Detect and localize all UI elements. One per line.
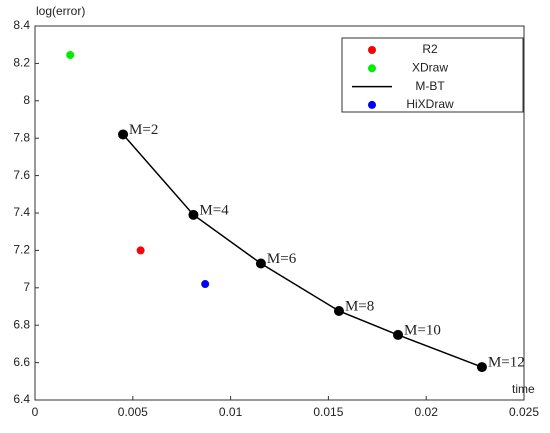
y-tick-label: 7.4 — [13, 205, 30, 219]
x-tick-label: 0.025 — [509, 405, 539, 419]
point — [476, 362, 487, 373]
point — [66, 50, 75, 59]
point-label: M=6 — [267, 251, 297, 267]
legend-marker — [368, 64, 376, 73]
point-label: M=2 — [129, 122, 158, 138]
y-axis-label: log(error) — [36, 4, 85, 18]
y-tick-label: 7 — [23, 280, 30, 294]
y-tick-label: 6.6 — [13, 355, 30, 369]
legend-marker — [368, 100, 376, 109]
point — [188, 209, 199, 220]
point — [136, 246, 145, 255]
x-tick-label: 0.005 — [118, 405, 148, 419]
x-tick-label: 0.01 — [219, 405, 243, 419]
y-tick-label: 6.4 — [13, 392, 30, 406]
point — [255, 258, 266, 269]
x-tick-label: 0.02 — [415, 405, 439, 419]
legend-label: HiXDraw — [406, 97, 454, 111]
x-tick-label: 0 — [32, 405, 39, 419]
x-tick-label: 0.015 — [313, 405, 343, 419]
point — [393, 329, 404, 340]
legend-label: XDraw — [412, 60, 448, 74]
y-tick-label: 7.8 — [13, 130, 30, 144]
legend-marker — [368, 46, 376, 54]
y-tick-label: 6.8 — [13, 317, 30, 331]
point-label: M=10 — [404, 322, 441, 338]
point-label: M=12 — [488, 355, 525, 371]
y-tick-label: 8 — [23, 93, 30, 107]
legend-label: R2 — [422, 42, 438, 56]
point — [118, 129, 129, 140]
y-tick-label: 8.2 — [13, 56, 30, 70]
point — [333, 305, 344, 316]
legend-label: M-BT — [415, 79, 445, 93]
point-label: M=4 — [199, 202, 229, 218]
y-tick-label: 8.4 — [13, 18, 30, 32]
point — [201, 280, 210, 289]
point-label: M=8 — [345, 298, 374, 314]
series-line — [122, 133, 483, 368]
x-axis-label: time — [512, 382, 535, 396]
y-tick-label: 7.6 — [13, 168, 30, 182]
y-tick-label: 7.2 — [13, 243, 30, 257]
